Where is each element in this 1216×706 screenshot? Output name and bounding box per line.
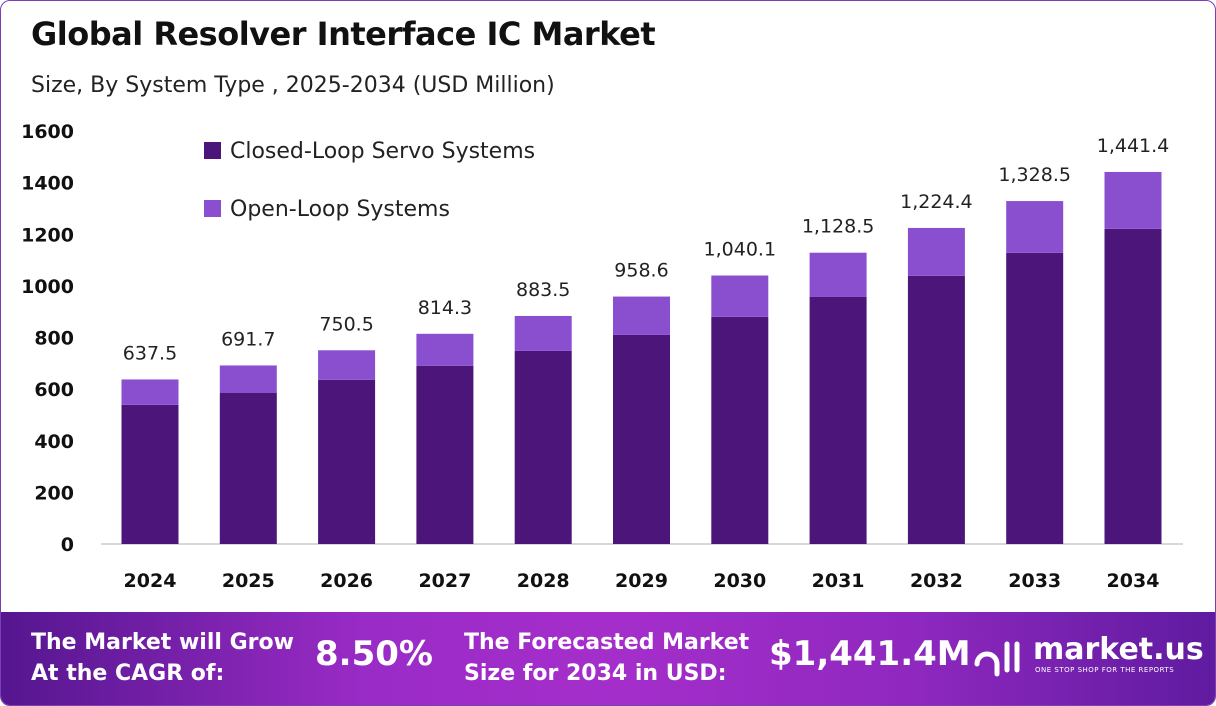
x-tick-label: 2034 xyxy=(1107,570,1160,592)
data-label-2024: 637.5 xyxy=(123,342,177,364)
legend-swatch xyxy=(204,142,221,159)
bar-open-loop-2034 xyxy=(1104,171,1162,229)
bar-closed-loop-2034 xyxy=(1104,228,1162,544)
bar-open-loop-2033 xyxy=(1006,201,1064,253)
logo-name: market.us xyxy=(1033,632,1204,667)
bar-open-loop-2027 xyxy=(416,333,474,366)
data-label-2028: 883.5 xyxy=(516,279,570,301)
cagr-value: 8.50% xyxy=(315,634,433,674)
y-tick-label: 0 xyxy=(61,534,74,556)
bar-open-loop-2030 xyxy=(711,275,769,317)
bar-chart: 0 200 400 600 800 1000 1200 1400 1600 637.5 2024 69… xyxy=(21,121,1183,592)
legend-swatch xyxy=(204,200,221,217)
bar-closed-loop-2027 xyxy=(416,365,474,544)
y-tick-label: 800 xyxy=(34,328,74,350)
data-label-2034: 1,441.4 xyxy=(1097,135,1170,157)
y-tick-label: 1600 xyxy=(21,121,74,143)
data-label-2029: 958.6 xyxy=(614,260,668,282)
data-label-2033: 1,328.5 xyxy=(998,164,1071,186)
bar-closed-loop-2026 xyxy=(318,379,376,544)
bar-open-loop-2032 xyxy=(907,227,965,276)
x-tick-label: 2028 xyxy=(517,570,570,592)
x-tick-label: 2029 xyxy=(615,570,668,592)
data-label-2031: 1,128.5 xyxy=(802,216,875,238)
bar-closed-loop-2024 xyxy=(121,404,179,544)
x-tick-label: 2033 xyxy=(1008,570,1061,592)
data-label-2026: 750.5 xyxy=(319,313,373,335)
x-tick-label: 2032 xyxy=(910,570,963,592)
x-tick-label: 2024 xyxy=(124,570,177,592)
data-label-2027: 814.3 xyxy=(418,297,472,319)
x-tick-label: 2026 xyxy=(320,570,373,592)
bar-open-loop-2025 xyxy=(219,365,277,393)
cagr-label-line-2: At the CAGR of: xyxy=(31,661,225,686)
bar-closed-loop-2025 xyxy=(219,392,277,544)
data-label-2032: 1,224.4 xyxy=(900,191,973,213)
y-tick-label: 1000 xyxy=(21,276,74,298)
bar-closed-loop-2028 xyxy=(514,350,572,544)
bar-closed-loop-2032 xyxy=(907,275,965,544)
bar-open-loop-2029 xyxy=(613,296,670,335)
forecast-value: $1,441.4M xyxy=(769,634,971,674)
legend-label: Closed-Loop Servo Systems xyxy=(230,139,535,164)
data-label-2030: 1,040.1 xyxy=(704,239,777,261)
y-tick-label: 400 xyxy=(34,431,74,453)
logo-tagline: ONE STOP SHOP FOR THE REPORTS xyxy=(1035,666,1175,674)
y-tick-label: 200 xyxy=(34,482,74,504)
chart-subtitle: Size, By System Type , 2025-2034 (USD Mi… xyxy=(31,73,555,98)
x-tick-label: 2027 xyxy=(418,570,471,592)
bar-closed-loop-2031 xyxy=(809,296,867,544)
bar-closed-loop-2030 xyxy=(711,316,769,544)
bar-open-loop-2031 xyxy=(809,252,867,297)
bar-open-loop-2026 xyxy=(318,350,376,380)
x-tick-label: 2030 xyxy=(713,570,766,592)
cagr-label-line-1: The Market will Grow xyxy=(31,630,294,655)
y-tick-label: 600 xyxy=(34,379,74,401)
bar-closed-loop-2029 xyxy=(613,334,670,544)
summary-banner: The Market will Grow At the CAGR of: 8.5… xyxy=(1,612,1215,705)
forecast-label: The Forecasted Market Size for 2034 in U… xyxy=(464,627,749,689)
bar-closed-loop-2033 xyxy=(1006,252,1064,544)
chart-title: Global Resolver Interface IC Market xyxy=(31,15,656,53)
bar-open-loop-2024 xyxy=(121,379,179,405)
forecast-label-line-2: Size for 2034 in USD: xyxy=(464,661,727,686)
cagr-label: The Market will Grow At the CAGR of: xyxy=(31,627,294,689)
data-label-2025: 691.7 xyxy=(221,328,275,350)
forecast-label-line-1: The Forecasted Market xyxy=(464,630,750,655)
x-tick-label: 2031 xyxy=(812,570,865,592)
legend-label: Open-Loop Systems xyxy=(230,197,450,222)
y-tick-label: 1400 xyxy=(21,173,74,195)
x-tick-label: 2025 xyxy=(222,570,275,592)
bar-open-loop-2028 xyxy=(514,315,572,351)
market-us-logo-icon xyxy=(974,641,1020,677)
y-tick-label: 1200 xyxy=(21,224,74,246)
